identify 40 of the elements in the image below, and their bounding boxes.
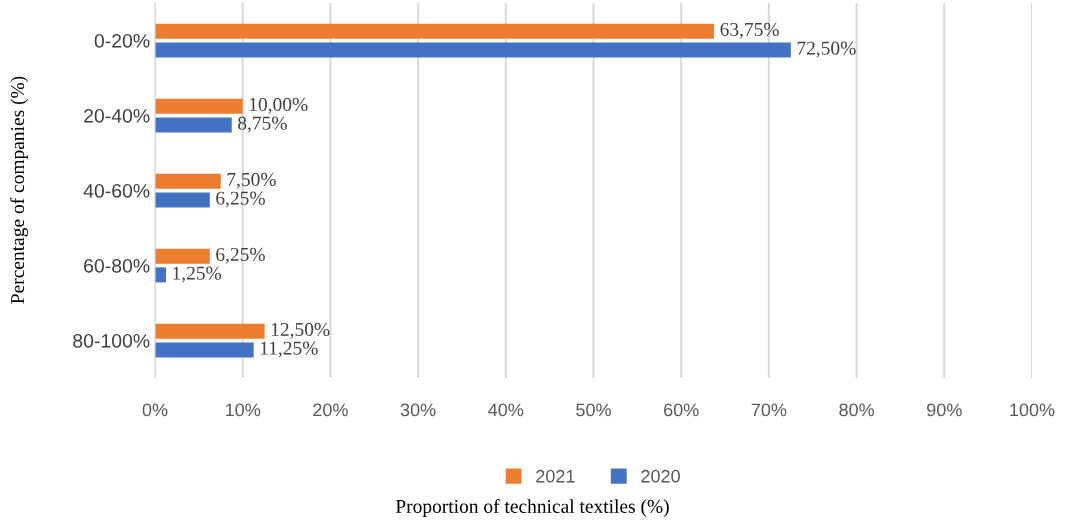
x-tick-label: 30% — [400, 403, 436, 417]
legend-label: 2020 — [641, 469, 680, 483]
x-tick-label: 90% — [927, 403, 962, 417]
y-axis-title: Percentage of companies (%) — [10, 76, 29, 304]
y-tick-label: 40-60% — [83, 183, 150, 198]
data-label: 8,75% — [238, 116, 287, 133]
x-axis-title: Proportion of technical textiles (%) — [395, 499, 669, 517]
data-label: 6,25% — [216, 191, 265, 208]
data-label: 72,50% — [797, 41, 856, 58]
x-tick-label: 60% — [664, 403, 699, 417]
y-tick-label: 80-100% — [73, 333, 150, 348]
data-label: 1,25% — [173, 266, 222, 283]
bar — [155, 323, 265, 339]
data-label: 7,50% — [227, 172, 276, 189]
x-tick-label: 50% — [576, 403, 611, 417]
bar — [155, 248, 210, 264]
data-label: 12,50% — [271, 322, 330, 339]
bar — [155, 267, 166, 283]
x-tick-label: 40% — [488, 403, 524, 417]
data-label: 6,25% — [216, 247, 265, 264]
y-tick-label: 20-40% — [84, 108, 150, 123]
x-tick-label: 20% — [313, 403, 348, 417]
bar — [155, 173, 221, 189]
bar — [155, 192, 210, 208]
bar — [155, 23, 715, 39]
data-label: 11,25% — [260, 341, 318, 358]
x-tick-label: 100% — [1010, 403, 1055, 417]
x-tick-label: 70% — [751, 403, 787, 417]
data-label: 10,00% — [249, 97, 308, 114]
x-tick-label: 0% — [142, 403, 168, 417]
data-label: 63,75% — [720, 22, 779, 39]
bar — [155, 42, 791, 58]
y-tick-label: 0-20% — [94, 33, 150, 48]
bar — [155, 117, 232, 133]
y-tick-label: 60-80% — [84, 258, 150, 273]
x-tick-label: 80% — [839, 403, 875, 417]
bar — [155, 342, 254, 358]
bar — [155, 98, 243, 114]
legend-label: 2021 — [536, 469, 575, 483]
x-tick-label: 10% — [226, 403, 261, 417]
